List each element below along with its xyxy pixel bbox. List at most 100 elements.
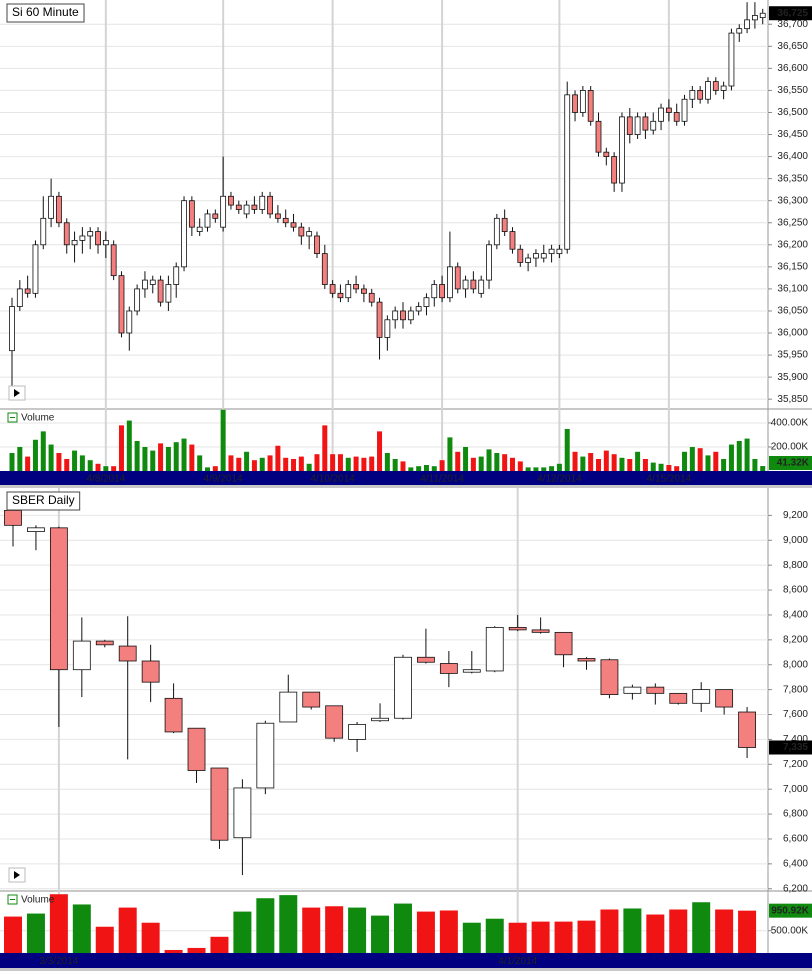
volume-bar [752, 458, 758, 471]
candle-body [290, 222, 297, 228]
candle-body [533, 253, 539, 259]
y-tick-label: 8,800 [783, 560, 808, 571]
volume-bar [447, 437, 453, 471]
volume-bar [118, 425, 124, 471]
candle-body [384, 319, 391, 338]
x-tick-label: 4/9/2014 [204, 474, 243, 485]
candle-body [705, 81, 711, 100]
candle-body [642, 116, 649, 131]
candle-body [493, 217, 500, 246]
y-tick-label: 36,700 [777, 19, 808, 30]
y-tick-label: 6,600 [783, 834, 808, 845]
volume-bar [236, 457, 242, 471]
candle-body [752, 15, 758, 21]
y-tick-label: 8,400 [783, 610, 808, 621]
volume-bar [533, 467, 539, 471]
candle-body [165, 284, 172, 303]
volume-bar [49, 894, 68, 953]
y-tick-label: 8,200 [783, 634, 808, 645]
volume-bar [353, 456, 359, 471]
volume-bar [111, 466, 117, 471]
volume-bar [650, 462, 656, 471]
candle-body [478, 279, 485, 294]
y-tick-label: 7,200 [783, 759, 808, 770]
volume-bar [79, 455, 85, 471]
last-price-box [769, 6, 812, 21]
volume-bar [525, 467, 531, 471]
volume-bar [189, 444, 195, 471]
volume-bar [517, 461, 523, 471]
volume-bar [210, 936, 229, 953]
candle-body [462, 669, 481, 673]
candle-body [392, 310, 399, 321]
candle-body [572, 94, 578, 113]
last-volume-box [769, 903, 812, 918]
candle-body [587, 90, 594, 122]
volume-label: Volume [21, 895, 55, 906]
candle-body [302, 691, 321, 708]
volume-bar [173, 442, 179, 471]
volume-bar [697, 448, 703, 471]
candle-body [325, 705, 344, 739]
volume-bar [118, 907, 137, 953]
candle-body [306, 231, 313, 237]
candle-body [32, 244, 39, 294]
candle-body [212, 213, 219, 219]
volume-bar [502, 454, 508, 471]
volume-bar [25, 456, 31, 471]
y-tick-label: 6,400 [783, 859, 808, 870]
volume-bar [87, 460, 93, 471]
volume-bar [478, 456, 484, 471]
candle-body [142, 279, 148, 290]
candle-body [759, 12, 766, 19]
candle-body [744, 19, 750, 30]
candle-body [196, 226, 203, 232]
volume-bar [611, 454, 617, 471]
candle-body [49, 527, 68, 671]
candle-body [141, 660, 160, 683]
candle-body [118, 275, 125, 334]
volume-bar [256, 898, 275, 953]
candle-body [556, 248, 563, 255]
y-tick-label: 35,900 [777, 372, 808, 383]
candle-body [454, 266, 461, 290]
candle-body [431, 284, 438, 299]
candle-body [517, 248, 524, 263]
volume-bar [736, 440, 742, 471]
volume-bar [283, 457, 289, 471]
candle-body [417, 656, 435, 663]
volume-bar [291, 458, 297, 471]
y-tick-label: 35,950 [777, 350, 808, 361]
volume-bar [371, 915, 390, 953]
price-panel [0, 0, 812, 408]
candle-body [181, 200, 187, 268]
candle-body [321, 253, 328, 285]
scroll-arrow [14, 389, 20, 397]
volume-bar [572, 451, 578, 471]
candle-body [4, 510, 22, 526]
candle-body [376, 301, 383, 338]
y-tick-label: 36,450 [777, 129, 808, 140]
candle-body [27, 527, 45, 532]
volume-bar [689, 446, 695, 471]
volume-bar [314, 454, 320, 471]
volume-bar [455, 451, 461, 471]
volume-bar [508, 922, 527, 953]
y-tick-label: 36,250 [777, 217, 808, 228]
candle-body [79, 235, 86, 241]
date-band [0, 471, 812, 485]
volume-bar [392, 458, 398, 471]
candle-body [210, 767, 229, 841]
volume-bar [377, 431, 383, 471]
candle-body [439, 663, 458, 674]
y-tick-label: 36,500 [777, 107, 808, 118]
y-tick-label: 8,000 [783, 659, 808, 670]
candle-body [673, 112, 680, 122]
candle-body [256, 722, 275, 789]
candle-body [95, 640, 114, 646]
y-tick-label: 7,000 [783, 784, 808, 795]
volume-bar [228, 455, 234, 471]
candle-body [669, 692, 688, 704]
candle-body [407, 310, 414, 321]
